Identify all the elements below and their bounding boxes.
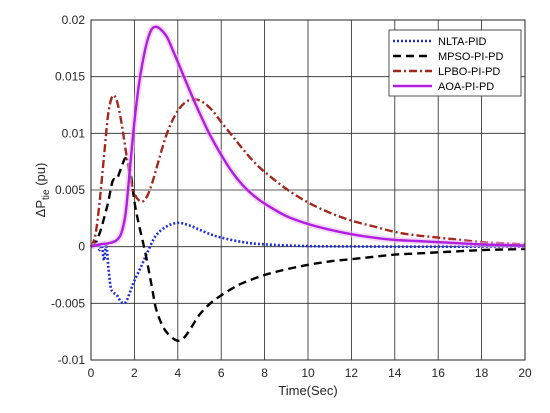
x-tick-label-2: 4 [174,366,181,380]
x-tick-label-0: 0 [88,366,95,380]
y-axis-label-sub: tie [41,189,52,200]
series-line-1 [90,157,526,342]
legend: NLTA-PID MPSO-PI-PD LPBO-PI-PD AOA-PI-PD [388,29,522,97]
x-tick-label-5: 10 [301,366,315,380]
y-tick-label-5: 0.015 [55,70,85,84]
legend-label-0: NLTA-PID [438,36,487,48]
y-tick-label-6: 0.02 [62,13,86,27]
y-tick-label-4: 0.01 [62,126,86,140]
x-tick-label-6: 12 [345,366,359,380]
x-tick-label-3: 6 [218,366,225,380]
x-tick-label-8: 16 [432,366,446,380]
series-line-3 [90,25,526,248]
plot-frame [90,19,526,361]
legend-label-3: AOA-PI-PD [438,81,494,93]
x-tick-label-4: 8 [261,366,268,380]
x-tick-label-1: 2 [131,366,138,380]
y-tick-label-2: 0 [78,240,85,254]
x-tick-label-10: 20 [518,366,532,380]
x-axis-ticks: 0 2 4 6 8 10 12 14 16 18 20 [88,366,532,380]
legend-label-1: MPSO-PI-PD [438,51,503,63]
y-axis-ticks: -0.01 -0.005 0 0.005 0.01 0.015 0.02 [51,13,85,367]
y-axis-label: ΔPtie (pu) [33,163,52,218]
x-axis-label: Time(Sec) [278,383,337,398]
x-tick-label-7: 14 [388,366,402,380]
y-axis-label-main: ΔP [33,200,48,217]
legend-label-2: LPBO-PI-PD [438,66,500,78]
y-tick-label-0: -0.01 [58,353,86,367]
y-axis-label-unit: (pu) [33,163,48,190]
x-tick-label-9: 18 [475,366,489,380]
series-layer [89,23,526,342]
y-tick-label-3: 0.005 [55,183,85,197]
y-tick-label-1: -0.005 [51,296,85,310]
svg-text:ΔPtie (pu): ΔPtie (pu) [33,163,52,218]
